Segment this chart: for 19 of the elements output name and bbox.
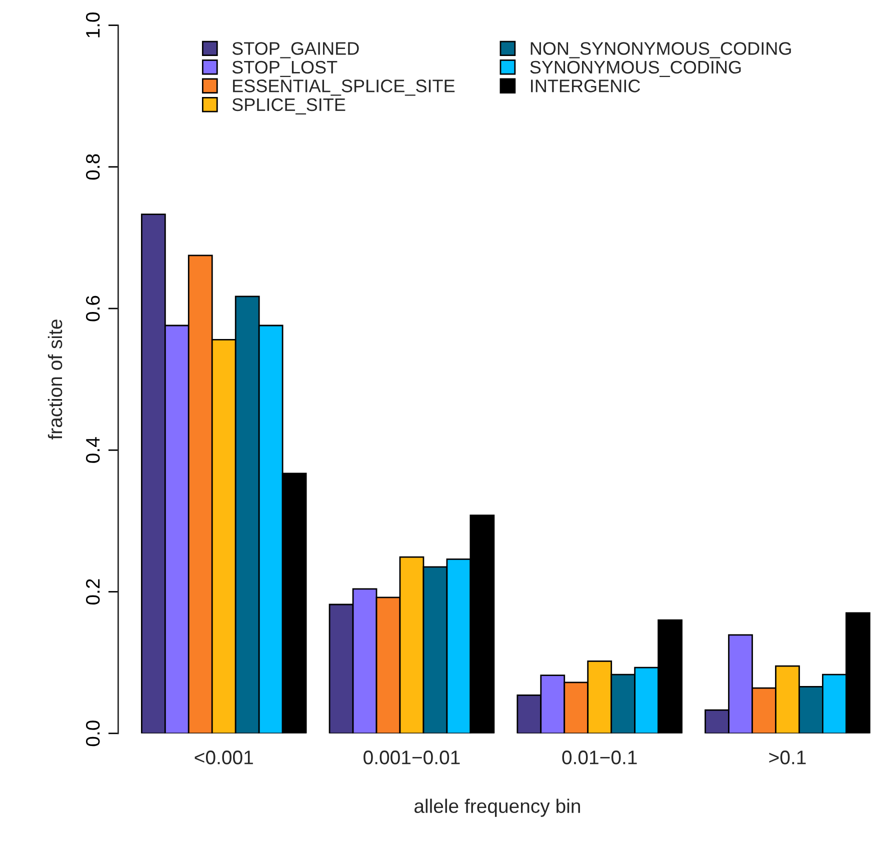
legend-label: SYNONYMOUS_CODING [530, 60, 741, 78]
legend-label: SPLICE_SITE [232, 98, 346, 114]
legend-label: NON_SYNONYMOUS_CODING [530, 42, 791, 58]
y-tick-label: 0.8 [86, 154, 100, 180]
legend-label: STOP_LOST [232, 60, 338, 78]
legend-label: INTERGENIC [531, 80, 640, 92]
x-tick-label: 0.001−0.01 [364, 750, 460, 764]
legend-label: ESSENTIAL_SPLICE_SITE [233, 80, 455, 96]
y-tick-label: 0.0 [86, 720, 100, 746]
y-tick-label: 1.0 [86, 12, 100, 38]
legend-label: STOP_GAINED [232, 42, 359, 58]
y-tick-label: 0.6 [86, 296, 100, 322]
y-tick-label: 0.4 [86, 437, 100, 463]
x-tick-label: 0.01−0.1 [562, 750, 637, 764]
x-tick-label: >0.1 [769, 750, 806, 764]
y-tick-label: 0.2 [86, 579, 100, 605]
y-axis-title: fraction of site [48, 320, 62, 440]
x-tick-label: <0.001 [194, 750, 253, 764]
x-axis-title: allele frequency bin [414, 798, 580, 817]
